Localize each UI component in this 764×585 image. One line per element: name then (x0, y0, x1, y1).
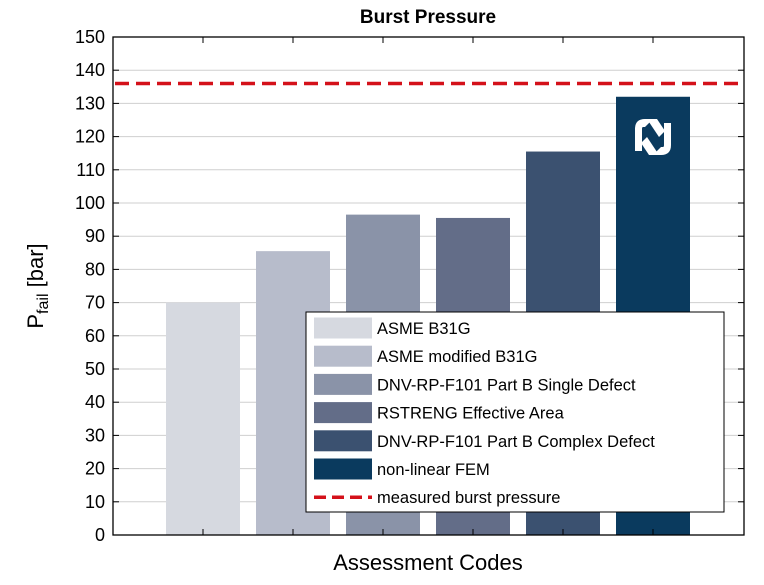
y-axis-label-main: P (23, 314, 48, 329)
y-tick-label: 50 (85, 359, 105, 379)
legend-label: DNV-RP-F101 Part B Single Defect (377, 376, 636, 394)
legend-swatch (314, 317, 372, 339)
y-tick-labels: 0 10 20 30 40 50 60 70 80 90 100 110 120 130 140 150 (75, 27, 105, 545)
legend-label: RSTRENG Effective Area (377, 405, 565, 423)
y-tick-label: 90 (85, 226, 105, 246)
legend-swatch (314, 402, 372, 424)
y-tick-label: 120 (75, 127, 105, 147)
y-tick-label: 40 (85, 392, 105, 412)
legend-swatch (314, 458, 372, 480)
legend-box (305, 311, 725, 513)
legend-label: ASME modified B31G (377, 348, 538, 366)
y-tick-label: 30 (85, 425, 105, 445)
y-tick-label: 20 (85, 459, 105, 479)
legend-label: measured burst pressure (377, 489, 560, 507)
y-tick-label: 70 (85, 293, 105, 313)
y-axis-label-sub: fail (35, 294, 52, 314)
y-tick-label: 0 (95, 525, 105, 545)
axes (112, 36, 745, 536)
legend-label: ASME B31G (377, 320, 471, 338)
legend-label: DNV-RP-F101 Part B Complex Defect (377, 433, 655, 451)
axes-frame (112, 36, 745, 536)
legend-swatch (314, 373, 372, 395)
x-axis-label: Assessment Codes (333, 550, 523, 575)
y-tick-label: 130 (75, 93, 105, 113)
y-axis-label: Pfail [bar] (23, 243, 52, 328)
legend: ASME B31G ASME modified B31G DNV-RP-F101 P… (305, 311, 725, 513)
y-tick-label: 80 (85, 259, 105, 279)
legend-swatch (314, 345, 372, 367)
y-tick-label: 140 (75, 60, 105, 80)
chart-title: Burst Pressure (360, 7, 496, 28)
y-tick-label: 60 (85, 326, 105, 346)
y-axis-label-unit: [bar] (23, 243, 48, 293)
legend-swatch (314, 430, 372, 452)
y-tick-label: 10 (85, 492, 105, 512)
y-tick-label: 100 (75, 193, 105, 213)
legend-label: non-linear FEM (377, 461, 490, 479)
y-tick-label: 150 (75, 27, 105, 47)
bar (166, 302, 240, 535)
y-tick-label: 110 (76, 160, 105, 180)
logo-icon (635, 119, 671, 155)
